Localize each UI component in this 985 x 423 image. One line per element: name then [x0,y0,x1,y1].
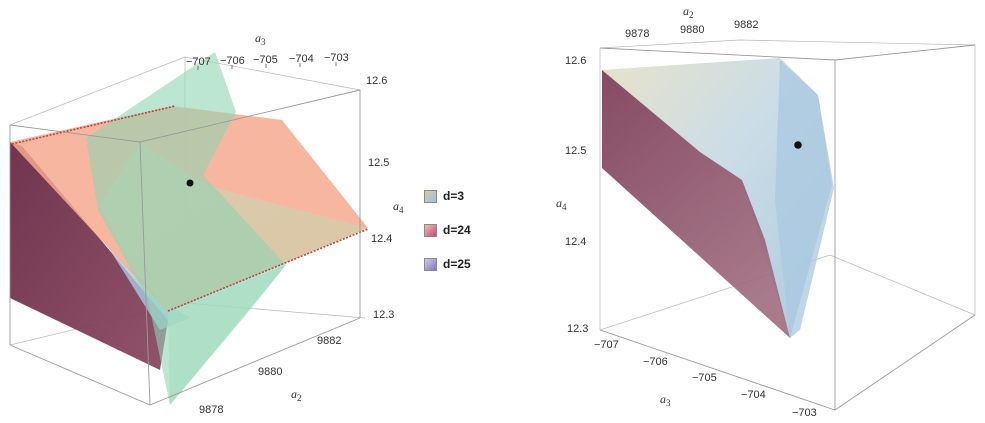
legend-label-d3: d=3 [443,189,465,203]
left-green-plane-lower [168,265,286,405]
left-a4-tick-0: 12.6 [366,75,387,87]
right-a3-axis: −707 −706 −705 −704 −703 a3 [594,339,817,419]
svg-text:a4: a4 [393,199,404,215]
right-a3-label: a [660,392,666,406]
right-a2-label: a [683,4,689,18]
left-a2-label-sub: 2 [297,393,302,403]
left-a3-tick-1: −706 [220,55,245,67]
left-a3-tick-2: −705 [253,54,278,66]
right-a4-axis: 12.6 12.5 12.4 12.3 a4 [556,55,588,335]
right-a2-axis: 9878 9880 9882 a2 [625,4,758,40]
left-a4-tick-3: 12.3 [373,309,394,321]
right-a2-label-sub: 2 [689,10,694,20]
right-a4-tick-1: 12.5 [565,145,586,157]
legend-swatch-d3 [424,189,437,203]
right-3d-plot: 9878 9880 9882 a2 12.6 12.5 12.4 12.3 a4… [556,4,976,419]
left-a3-tick-4: −703 [324,52,349,64]
left-bounding-box-front [9,89,361,406]
legend-swatch-d25 [424,257,437,271]
right-a3-tick-0: −707 [594,339,619,351]
right-data-point [794,141,802,149]
svg-text:a2: a2 [683,4,694,20]
legend-item-d3: d=3 [424,186,504,206]
left-a4-tick-1: 12.5 [368,157,389,169]
left-a2-tick-1: 9880 [258,366,282,378]
left-a3-label: a [255,31,261,45]
right-a2-tick-0: 9878 [625,28,649,40]
left-red-edge-bottom [167,228,369,312]
right-a4-tick-0: 12.6 [565,55,586,67]
left-a4-label: a [393,199,399,213]
legend-item-d24: d=24 [424,220,504,240]
right-a3-tick-1: −706 [643,356,668,368]
left-a3-axis: −707 −706 −705 −704 −703 a3 [186,31,349,70]
left-a3-tick-0: −707 [186,56,211,68]
left-data-point [186,179,194,187]
left-3d-plot: −707 −706 −705 −704 −703 a3 12.6 12.5 12… [9,31,404,416]
right-region-top [602,58,832,338]
right-a4-label: a [556,196,562,210]
left-a4-label-sub: 4 [399,205,404,215]
left-a4-axis: 12.6 12.5 12.4 12.3 a4 [366,75,404,321]
right-a2-tick-2: 9882 [734,19,758,31]
legend-swatch-d24 [424,223,437,237]
left-a3-label-sub: 3 [261,37,266,47]
left-a2-axis: 9882 9880 9878 a2 [199,335,341,416]
right-a2-tick-1: 9880 [680,24,704,36]
legend-label-d25: d=25 [443,257,471,271]
svg-text:a3: a3 [255,31,266,47]
right-a3-tick-4: −703 [792,407,817,419]
left-a2-tick-0: 9882 [317,335,341,347]
right-maroon-face [602,70,790,338]
legend-item-d25: d=25 [424,254,504,274]
left-a4-tick-2: 12.4 [371,233,392,245]
right-a3-tick-2: −705 [692,372,717,384]
legend-label-d24: d=24 [443,223,471,237]
left-a3-tick-3: −704 [289,53,314,65]
svg-text:a4: a4 [556,196,567,212]
right-region-blue-band [775,60,834,338]
left-maroon-face [10,142,168,370]
right-bounding-box-back [599,39,976,331]
right-a4-tick-2: 12.4 [565,236,586,248]
legend: d=3 d=24 d=25 [424,186,504,288]
svg-text:a2: a2 [291,387,302,403]
right-bounding-box-front [599,44,976,411]
right-a4-label-sub: 4 [562,202,567,212]
right-a3-label-sub: 3 [666,398,671,408]
svg-text:a3: a3 [660,392,671,408]
right-a3-tick-3: −704 [741,389,766,401]
right-a4-tick-3: 12.3 [567,323,588,335]
left-a2-label: a [291,387,297,401]
left-a2-tick-2: 9878 [199,404,223,416]
